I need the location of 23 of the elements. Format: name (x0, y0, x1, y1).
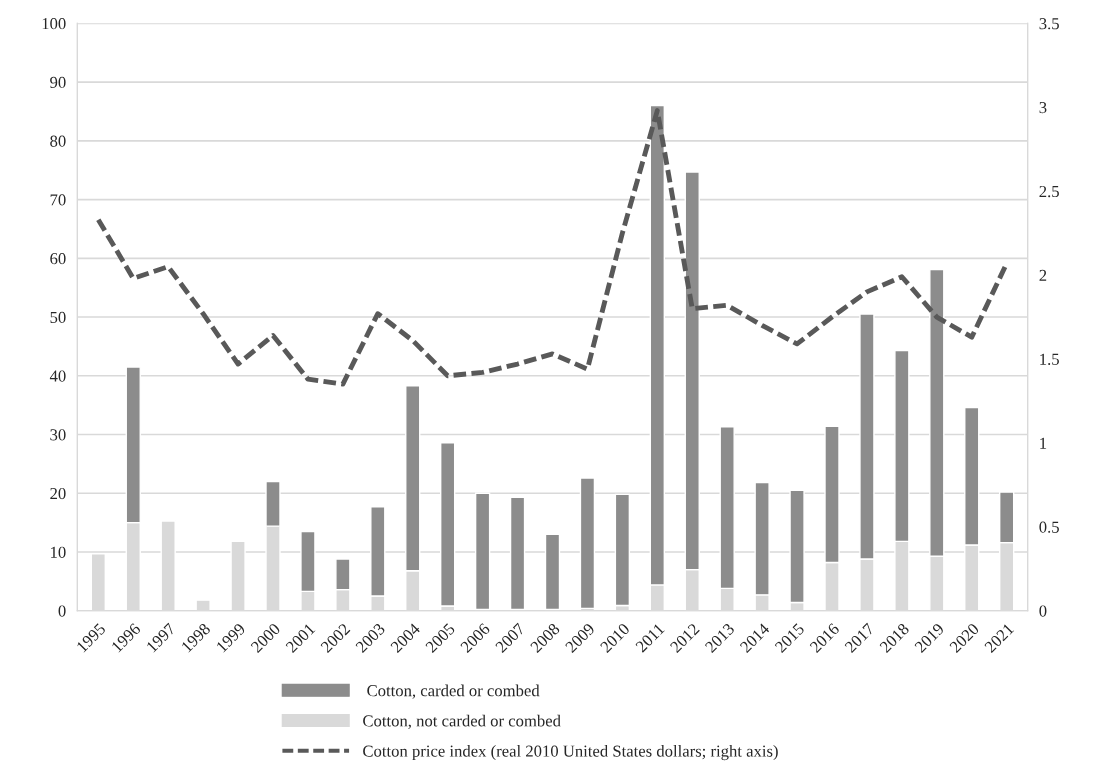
y-tick-label: 0 (58, 605, 66, 617)
legend-label: Cotton, carded or combed (367, 684, 540, 699)
y-tick-label: 20 (50, 487, 66, 500)
y-tick-label: 90 (50, 76, 66, 89)
y2-tick-label: 1.5 (1040, 353, 1059, 366)
y2-tick-label: 1 (1040, 437, 1047, 449)
y-tick-label: 100 (42, 18, 66, 30)
y-tick-label: 70 (50, 194, 66, 206)
y-tick-label: 10 (51, 546, 66, 558)
y-tick-label: 80 (50, 135, 66, 147)
y2-tick-label: 0 (1039, 605, 1047, 617)
y2-tick-label: 2.5 (1039, 185, 1059, 198)
y2-tick-label: 2 (1039, 269, 1047, 281)
y-tick-label: 30 (50, 429, 66, 441)
legend-label: Cotton price index (real 2010 United States dollars; right axis) (363, 745, 778, 761)
y-tick-label: 60 (50, 253, 66, 265)
y-tick-label: 40 (49, 370, 66, 382)
y2-tick-label: 3 (1039, 102, 1047, 114)
y-tick-label: 50 (50, 311, 66, 323)
x-tick-label: 2001 (285, 622, 316, 654)
legend-label: Cotton, not carded or combed (363, 714, 561, 729)
y2-tick-label: 3.5 (1039, 18, 1059, 30)
y2-tick-label: 0.5 (1039, 521, 1059, 533)
